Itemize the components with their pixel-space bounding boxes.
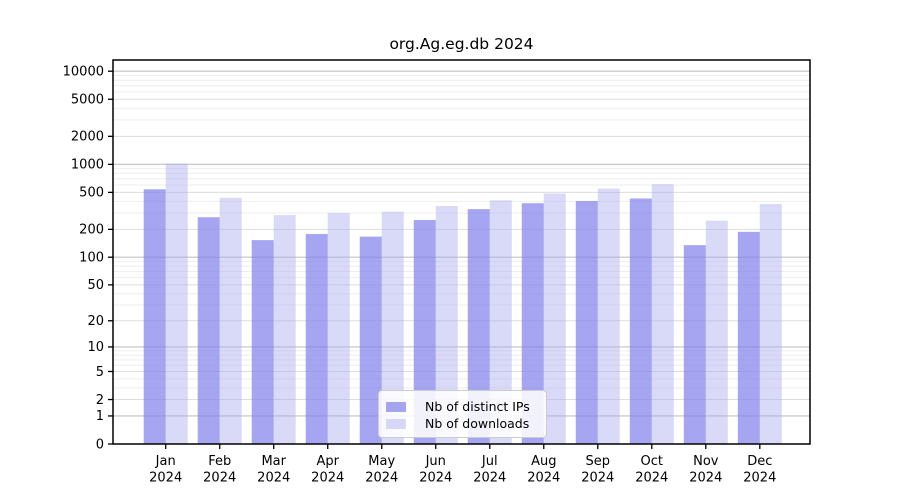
x-tick-label-month: Jan [155,454,176,469]
x-tick-label-year: 2024 [689,471,722,486]
x-tick-label-month: Dec [747,454,772,469]
legend: Nb of distinct IPs Nb of downloads [378,390,547,438]
x-tick-label-year: 2024 [365,471,398,486]
y-tick-label: 5 [96,365,104,380]
bar-downloads [165,163,188,444]
y-tick-label: 10 [87,340,104,355]
legend-swatch-distinct-ips [386,401,406,412]
bar-downloads [705,220,728,444]
bar-distinct-ips [413,220,436,444]
y-tick-label: 5000 [71,93,104,108]
y-tick-label: 0 [96,437,104,452]
y-tick-label: 2000 [71,130,104,145]
x-tick-label-year: 2024 [149,471,182,486]
x-tick-label-month: Nov [693,454,719,469]
x-tick-label-month: Feb [208,454,231,469]
x-tick-label-year: 2024 [581,471,614,486]
legend-item-distinct-ips: Nb of distinct IPs [386,398,546,415]
x-tick-label-year: 2024 [527,471,560,486]
bar-downloads [651,184,674,444]
y-tick-label: 200 [79,223,104,238]
y-tick-label: 500 [79,186,104,201]
bar-downloads [597,188,620,444]
legend-swatch-downloads [386,418,406,429]
x-tick-label-year: 2024 [743,471,776,486]
y-tick-label: 1 [96,409,104,424]
y-tick-label: 100 [79,250,104,265]
bar-downloads [435,206,458,444]
legend-label-downloads: Nb of downloads [425,416,530,431]
bar-distinct-ips [467,209,490,444]
bar-distinct-ips [305,234,328,444]
bar-distinct-ips [683,245,706,444]
y-tick-label: 10000 [63,64,104,79]
bar-distinct-ips [575,200,598,444]
y-tick-label: 2 [96,393,104,408]
legend-item-downloads: Nb of downloads [386,415,546,432]
y-tick-label: 50 [87,278,104,293]
legend-label-distinct-ips: Nb of distinct IPs [425,399,530,414]
x-tick-label-month: Mar [261,454,286,469]
bar-distinct-ips [629,198,652,444]
x-tick-label-month: Jun [425,454,446,469]
x-tick-label-month: Jul [481,454,498,469]
bar-downloads [219,197,242,444]
y-tick-label: 20 [87,314,104,329]
x-tick-label-year: 2024 [473,471,506,486]
bar-distinct-ips [197,217,220,444]
x-tick-label-month: May [368,454,395,469]
x-tick-label-month: Apr [316,454,339,469]
bar-distinct-ips [251,240,274,444]
bar-downloads [543,193,566,444]
bar-downloads [759,203,782,444]
bar-distinct-ips [143,189,166,444]
x-tick-label-year: 2024 [203,471,236,486]
chart-title: org.Ag.eg.db 2024 [389,35,534,53]
bar-downloads [327,212,350,444]
x-tick-label-month: Sep [586,454,611,469]
x-tick-label-year: 2024 [419,471,452,486]
bar-distinct-ips [737,231,760,444]
x-tick-label-year: 2024 [311,471,344,486]
x-tick-label-year: 2024 [635,471,668,486]
bar-distinct-ips [521,203,544,444]
x-tick-label-month: Aug [531,454,556,469]
bar-downloads [489,200,512,444]
x-tick-label-year: 2024 [257,471,290,486]
bar-downloads [273,215,296,444]
y-tick-label: 1000 [71,158,104,173]
bar-distinct-ips [359,236,382,444]
bar-downloads [381,211,404,444]
plot-frame [112,59,811,445]
x-tick-label-month: Oct [641,454,663,469]
